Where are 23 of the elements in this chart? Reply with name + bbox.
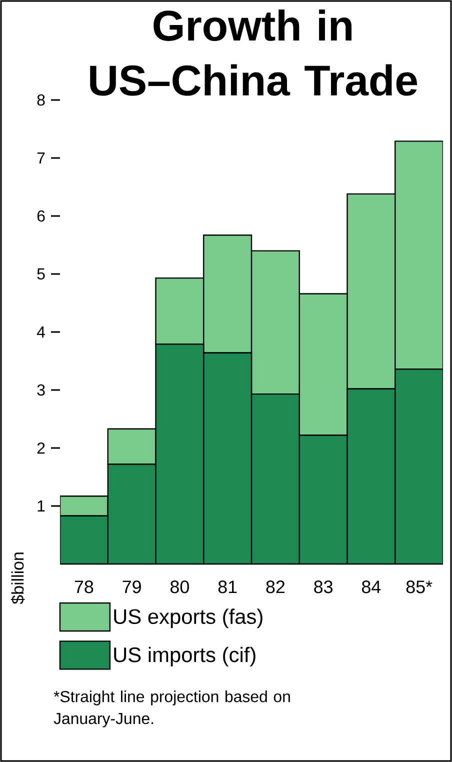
bar (60, 496, 108, 516)
legend-label: US imports (cif) (114, 646, 256, 666)
y-tick-label: 3 (37, 384, 45, 396)
x-tick-label: 83 (314, 580, 332, 594)
x-tick-label: 85* (406, 580, 432, 594)
chart-title: Growth in US–China Trade (90, 10, 418, 96)
x-tick-label: 84 (362, 580, 381, 594)
y-tick-label: 6 (37, 210, 45, 222)
y-tick-label: 4 (36, 326, 46, 338)
y-tick-label: 2 (37, 442, 45, 454)
y-tick-label: 8 (37, 94, 45, 106)
y-axis-title: $billion (11, 552, 25, 604)
x-tick-label: 80 (170, 580, 189, 594)
x-tick-label: 78 (74, 580, 94, 594)
x-tick-label: 82 (266, 580, 285, 594)
legend-label: US exports (fas) (114, 608, 262, 628)
y-tick-label: 1 (38, 500, 45, 512)
x-tick-label: 81 (218, 580, 237, 594)
y-tick-label: 7 (37, 152, 45, 164)
x-tick-label: 79 (122, 580, 141, 594)
bar (107, 428, 156, 465)
text: *Straight line projection based on January-June. (54, 690, 290, 728)
y-tick-label: 5 (37, 268, 45, 280)
